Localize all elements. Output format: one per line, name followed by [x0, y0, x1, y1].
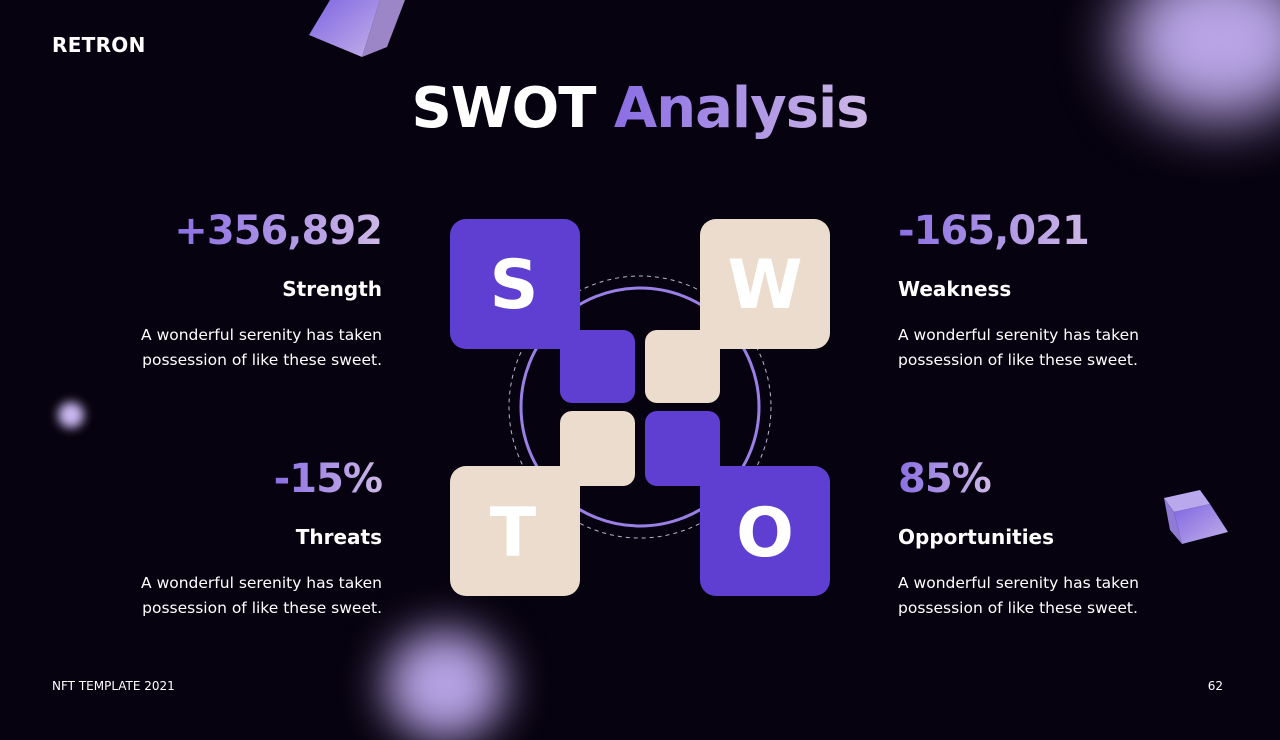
- strength-label: Strength: [282, 277, 382, 301]
- page-number: 62: [1207, 679, 1223, 693]
- threats-description: A wonderful serenity has taken possession…: [82, 571, 382, 621]
- desc-line: A wonderful serenity has taken: [141, 326, 382, 344]
- opportunities-value: 85%: [898, 456, 992, 502]
- weakness-description: A wonderful serenity has taken possession…: [898, 323, 1198, 373]
- desc-line: A wonderful serenity has taken: [141, 574, 382, 592]
- desc-line: possession of like these sweet.: [898, 351, 1138, 369]
- strength-description: A wonderful serenity has taken possession…: [82, 323, 382, 373]
- tile-t: [450, 411, 635, 596]
- threats-value: -15%: [273, 456, 383, 502]
- letter-s: S: [490, 246, 539, 325]
- footer-text: NFT TEMPLATE 2021: [52, 679, 175, 693]
- page-title: SWOT Analysis: [0, 76, 1280, 141]
- threats-label: Threats: [295, 525, 382, 549]
- letter-w: W: [727, 246, 802, 325]
- letter-o: O: [736, 494, 794, 573]
- tile-s: [450, 219, 635, 403]
- brand-logo: RETRON: [52, 33, 146, 57]
- title-part2: Analysis: [613, 76, 870, 141]
- desc-line: possession of like these sweet.: [898, 599, 1138, 617]
- strength-value: +356,892: [174, 208, 383, 254]
- title-part1: SWOT: [411, 76, 597, 141]
- tile-o: [645, 411, 830, 596]
- desc-line: possession of like these sweet.: [142, 351, 382, 369]
- glow-left: [58, 402, 84, 428]
- desc-line: A wonderful serenity has taken: [898, 574, 1139, 592]
- weakness-value: -165,021: [898, 208, 1090, 254]
- desc-line: A wonderful serenity has taken: [898, 326, 1139, 344]
- solid-ring: [519, 286, 761, 528]
- weakness-label: Weakness: [898, 277, 1012, 301]
- desc-line: possession of like these sweet.: [142, 599, 382, 617]
- cube-icon-top: [309, 0, 405, 57]
- dashed-ring: [508, 275, 772, 539]
- swot-diagram: S W T O: [450, 219, 830, 596]
- opportunities-description: A wonderful serenity has taken possession…: [898, 571, 1198, 621]
- glow-bottom: [385, 630, 505, 740]
- tile-w: [645, 219, 830, 403]
- opportunities-label: Opportunities: [898, 525, 1055, 549]
- letter-t: T: [490, 494, 537, 573]
- cube-icon-right: [1164, 490, 1228, 544]
